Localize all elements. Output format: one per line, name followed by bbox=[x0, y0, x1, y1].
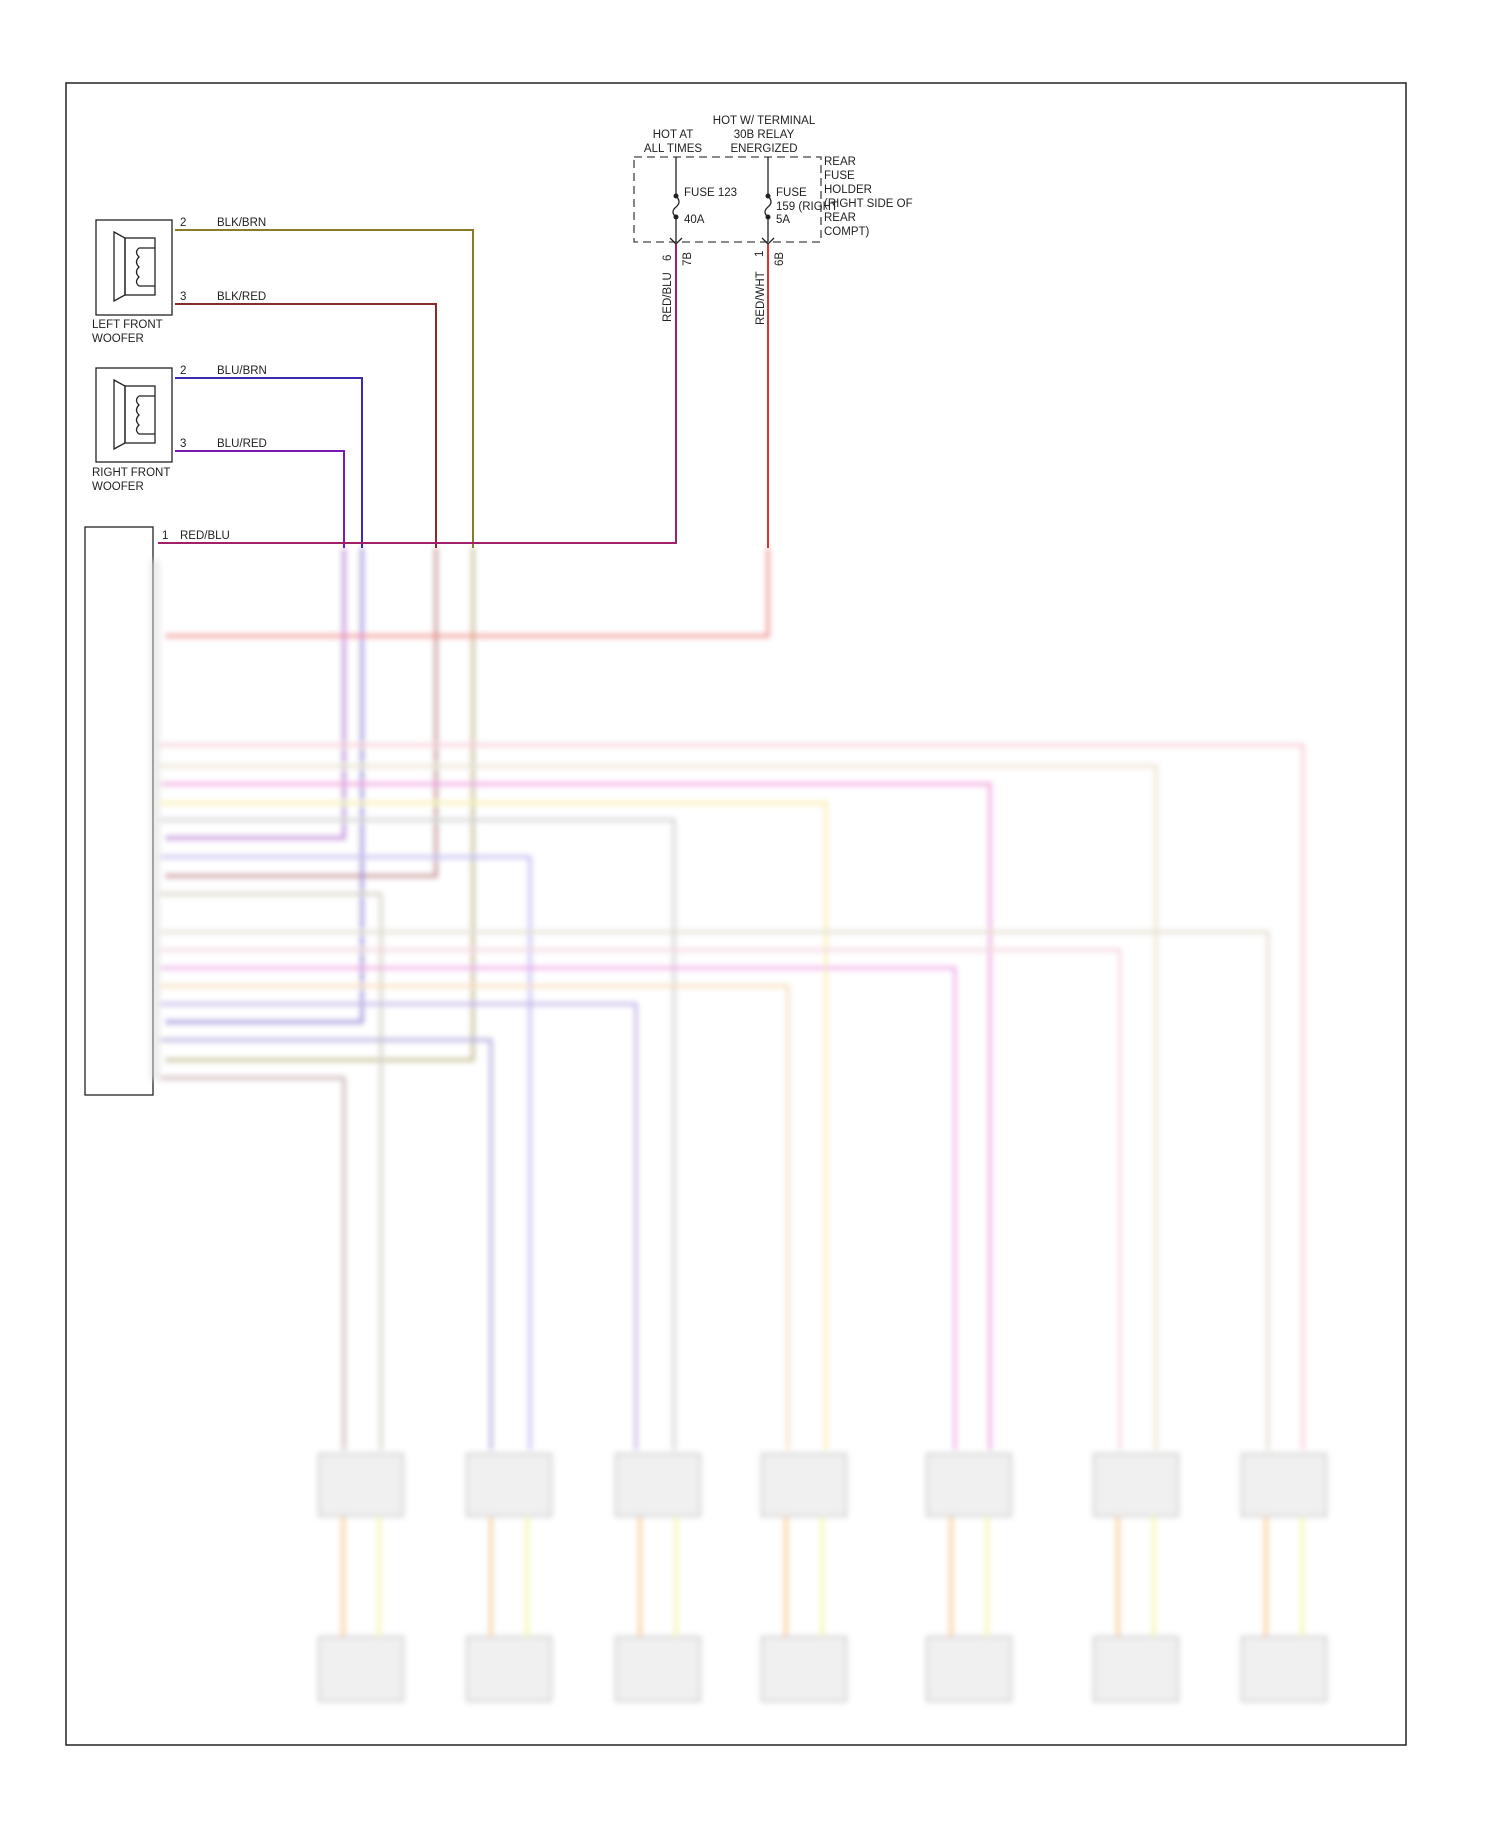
left-woofer-pin-2: 2 bbox=[180, 217, 186, 229]
wire-blurred bbox=[160, 764, 1158, 1450]
wire-red-blu bbox=[158, 244, 677, 544]
right-woofer-label-2: WOOFER bbox=[92, 481, 144, 493]
fuse-123-name: FUSE 123 bbox=[684, 187, 737, 199]
right-front-woofer: RIGHT FRONT WOOFER 2 BLU/BRN 3 BLU/RED bbox=[92, 365, 267, 493]
wire-continuation bbox=[165, 548, 475, 1062]
wire-blurred bbox=[160, 743, 1305, 1450]
wire-blurred bbox=[160, 966, 957, 1450]
left-woofer-label-1: LEFT FRONT bbox=[92, 319, 163, 331]
speaker-module bbox=[615, 1453, 701, 1517]
fuse-123-pin-right: 7B bbox=[682, 252, 694, 266]
wire-blu-red bbox=[175, 450, 345, 548]
tweeter-module bbox=[1241, 1636, 1327, 1702]
hot-w-terminal-line2: 30B RELAY bbox=[734, 129, 795, 141]
speaker-module bbox=[926, 1453, 1012, 1517]
amplifier-pins bbox=[150, 560, 160, 1080]
fuse-holder-label-2: FUSE bbox=[824, 170, 855, 182]
wire-label-blu-red: BLU/RED bbox=[217, 438, 267, 450]
fuse-holder-label-3: HOLDER bbox=[824, 184, 872, 196]
speaker-module bbox=[466, 1453, 552, 1517]
wire-blurred bbox=[160, 948, 1122, 1450]
fuse-holder-label-6: COMPT) bbox=[824, 226, 870, 238]
fuse-holder-label-1: REAR bbox=[824, 156, 856, 168]
wire-continuation bbox=[165, 548, 438, 878]
speaker-module bbox=[1241, 1453, 1327, 1517]
left-woofer-label-2: WOOFER bbox=[92, 333, 144, 345]
rear-fuse-holder: HOT AT ALL TIMES HOT W/ TERMINAL 30B REL… bbox=[633, 115, 913, 325]
fuse-159-rating: 5A bbox=[776, 214, 790, 226]
wire-blurred bbox=[160, 1076, 346, 1450]
fuse-159-name: FUSE bbox=[776, 187, 807, 199]
speaker-module bbox=[318, 1453, 404, 1517]
wire-blurred bbox=[160, 782, 992, 1450]
wire-blurred bbox=[160, 930, 1270, 1450]
wire-continuation bbox=[165, 548, 770, 638]
right-woofer-pin-3: 3 bbox=[180, 438, 186, 450]
fuse-159-pin-left: 1 bbox=[754, 251, 766, 257]
hot-w-terminal-line1: HOT W/ TERMINAL bbox=[713, 115, 816, 127]
right-woofer-label-1: RIGHT FRONT bbox=[92, 467, 170, 479]
wire-continuation bbox=[165, 548, 346, 840]
wires-upper bbox=[158, 229, 769, 548]
wire-blurred bbox=[160, 855, 532, 1450]
left-woofer-pin-3: 3 bbox=[180, 291, 186, 303]
speaker-module bbox=[1093, 1453, 1179, 1517]
tweeter-module bbox=[318, 1636, 404, 1702]
fuse-123-icon bbox=[669, 157, 683, 245]
speaker-icon bbox=[113, 230, 156, 303]
wire-blk-brn bbox=[175, 229, 474, 548]
wire-blurred bbox=[160, 1002, 638, 1450]
wire-label-red-blu-vertical: RED/BLU bbox=[662, 272, 674, 322]
wire-label-blu-brn: BLU/BRN bbox=[217, 365, 267, 377]
tweeter-module bbox=[926, 1636, 1012, 1702]
wire-blu-brn bbox=[175, 377, 363, 548]
wire-blk-red bbox=[175, 303, 437, 548]
amplifier-pin-1: 1 bbox=[162, 530, 168, 542]
diagram-border bbox=[65, 82, 1407, 1746]
hot-at-all-times-line2: ALL TIMES bbox=[644, 143, 702, 155]
fuse-159-name2: 159 (RIGHT bbox=[776, 201, 838, 213]
fuse-159-pin-right: 6B bbox=[774, 252, 786, 266]
right-woofer-pin-2: 2 bbox=[180, 365, 186, 377]
hot-w-terminal-line3: ENERGIZED bbox=[730, 143, 797, 155]
wire-blurred bbox=[160, 892, 383, 1450]
fuse-123-pin-left: 6 bbox=[662, 255, 674, 261]
fuse-159-icon bbox=[761, 157, 775, 245]
hot-at-all-times-line1: HOT AT bbox=[653, 129, 693, 141]
wire-blurred bbox=[160, 801, 828, 1450]
blurred-lower-section bbox=[150, 548, 1327, 1702]
wire-blurred bbox=[160, 984, 790, 1450]
speaker-module bbox=[761, 1453, 847, 1517]
wire-blurred bbox=[160, 818, 676, 1450]
tweeter-module bbox=[761, 1636, 847, 1702]
wire-label-blk-brn: BLK/BRN bbox=[217, 217, 266, 229]
tweeter-module bbox=[466, 1636, 552, 1702]
tweeter-module bbox=[615, 1636, 701, 1702]
wire-label-red-wht-vertical: RED/WHT bbox=[755, 271, 767, 325]
fuse-holder-label-5: REAR bbox=[824, 212, 856, 224]
left-front-woofer: LEFT FRONT WOOFER 2 BLK/BRN 3 BLK/RED bbox=[92, 217, 266, 345]
speaker-icon bbox=[113, 378, 156, 451]
fuse-123-rating: 40A bbox=[684, 214, 705, 226]
wire-continuation bbox=[165, 548, 364, 1024]
wire-label-red-blu: RED/BLU bbox=[180, 530, 230, 542]
wire-blurred bbox=[160, 1038, 493, 1450]
amplifier-box bbox=[84, 526, 154, 1096]
fuse-holder-label-4: (RIGHT SIDE OF bbox=[824, 198, 913, 210]
tweeter-module bbox=[1093, 1636, 1179, 1702]
wire-label-blk-red: BLK/RED bbox=[217, 291, 266, 303]
